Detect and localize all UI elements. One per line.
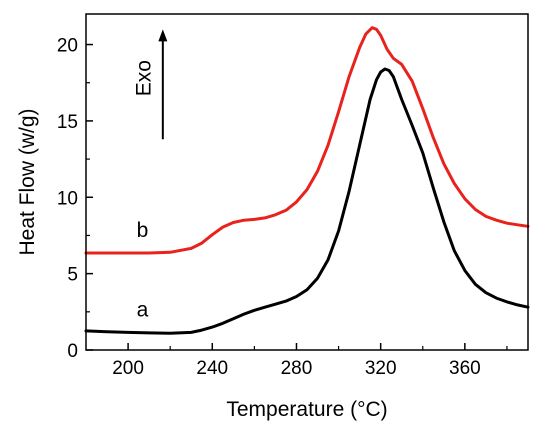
annotation-b: b: [137, 219, 149, 242]
annotation-exo: Exo: [132, 60, 155, 96]
x-axis-ticks: 200 240 280 320 360: [112, 343, 508, 379]
series-line-a: [84, 67, 530, 335]
x-tick-label: 240: [196, 358, 228, 379]
plot-frame: [85, 13, 529, 351]
y-tick-label: 20: [57, 36, 78, 57]
y-tick-label: 15: [57, 112, 78, 133]
y-tick-label: 5: [67, 265, 78, 286]
series-line-b: [84, 26, 530, 255]
exo-arrow-head-icon: [158, 29, 168, 42]
plot-area: 200 240 280 320 360 0 5 10 15 20 a b Exo: [57, 13, 530, 379]
y-axis-title: Heat Flow (w/g): [16, 108, 39, 255]
y-tick-label: 10: [57, 188, 78, 209]
y-tick-label: 0: [67, 341, 78, 362]
x-tick-label: 280: [281, 358, 313, 379]
x-tick-label: 320: [365, 358, 397, 379]
series-layer: [84, 26, 530, 335]
exo-arrow: [158, 29, 168, 140]
y-axis-ticks: 0 5 10 15 20: [57, 36, 93, 362]
x-tick-label: 200: [112, 358, 144, 379]
annotations-layer: a b Exo: [132, 60, 155, 321]
x-axis-title: Temperature (°C): [226, 398, 387, 421]
annotation-a: a: [137, 298, 149, 321]
x-tick-label: 360: [449, 358, 481, 379]
